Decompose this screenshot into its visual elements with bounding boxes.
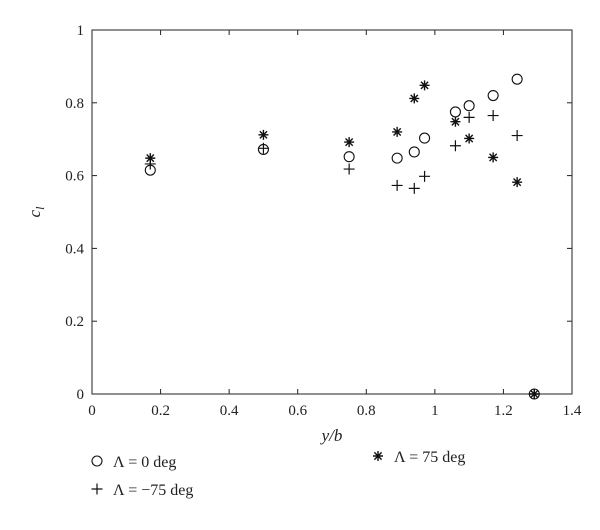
- data-point-plus: [257, 142, 269, 154]
- data-point-circle: [419, 132, 431, 144]
- y-axis-label: cl: [25, 206, 47, 218]
- x-tick-label: 0.8: [357, 403, 376, 419]
- data-point-asterisk: [344, 137, 355, 148]
- legend-asterisk-icon: [373, 451, 383, 461]
- data-point-plus: [487, 110, 499, 122]
- data-point-circle: [449, 106, 461, 118]
- data-point-circle: [487, 89, 499, 102]
- data-point-asterisk: [392, 126, 403, 137]
- legend-marker-circle: [91, 455, 103, 467]
- y-tick-label: 0: [77, 387, 85, 403]
- data-point-plus: [343, 163, 355, 175]
- data-point-asterisk: [409, 93, 420, 104]
- y-tick-label: 0.4: [65, 241, 84, 257]
- x-tick-label: 1: [431, 403, 439, 419]
- data-point-plus: [419, 170, 431, 182]
- data-point-circle: [343, 151, 355, 163]
- data-point-plus: [391, 179, 403, 191]
- y-axis-label-subscript: l: [33, 206, 47, 210]
- x-tick-label: 0.6: [288, 403, 307, 419]
- x-axis-label: y/b: [320, 426, 343, 445]
- plot-frame: [91, 29, 573, 395]
- data-point-asterisk: [512, 177, 523, 188]
- legend-label-lambda-minus-75: Λ = −75 deg: [113, 482, 193, 499]
- data-point-circle: [463, 100, 475, 112]
- data-point-asterisk: [464, 133, 475, 144]
- legend-marker-plus: [91, 483, 103, 495]
- axis-ticks: 0 0.2 0.4 0.6 0.8 1 1.2 1.4 0 0.2 0.4 0.6 0.8 1: [65, 23, 582, 419]
- legend-marker-asterisk: [373, 451, 383, 461]
- data-point-asterisk: [258, 129, 269, 140]
- x-tick-label: 0: [88, 403, 96, 419]
- x-tick-label: 0.2: [151, 403, 170, 419]
- y-tick-label: 1: [77, 23, 85, 39]
- data-point-plus: [449, 140, 461, 152]
- legend-circle-icon: [91, 455, 103, 467]
- data-point-plus: [463, 111, 475, 123]
- data-point-asterisk: [450, 116, 461, 127]
- legend-label-lambda-75: Λ = 75 deg: [394, 449, 465, 466]
- data-point-plus: [408, 182, 420, 194]
- x-tick-label: 1.4: [563, 403, 582, 419]
- data-point-plus: [511, 130, 523, 142]
- data-point-asterisk: [419, 80, 430, 91]
- y-tick-label: 0.8: [65, 96, 84, 112]
- data-point-circle: [391, 152, 403, 164]
- legend: Λ = 0 deg Λ = −75 deg Λ = 75 deg: [91, 449, 465, 499]
- y-tick-label: 0.6: [65, 169, 84, 185]
- legend-label-lambda-0: Λ = 0 deg: [113, 454, 176, 471]
- x-tick-label: 0.4: [220, 403, 239, 419]
- data-point-asterisk: [529, 389, 540, 399]
- data-point-asterisk: [488, 152, 499, 163]
- legend-plus-icon: [91, 483, 103, 495]
- data-marks: [144, 73, 540, 400]
- y-tick-label: 0.2: [65, 314, 84, 330]
- x-tick-label: 1.2: [494, 403, 513, 419]
- data-point-asterisk: [145, 153, 156, 164]
- data-point-circle: [511, 73, 523, 85]
- data-point-circle: [408, 146, 420, 158]
- y-axis-label-main: c: [25, 209, 44, 217]
